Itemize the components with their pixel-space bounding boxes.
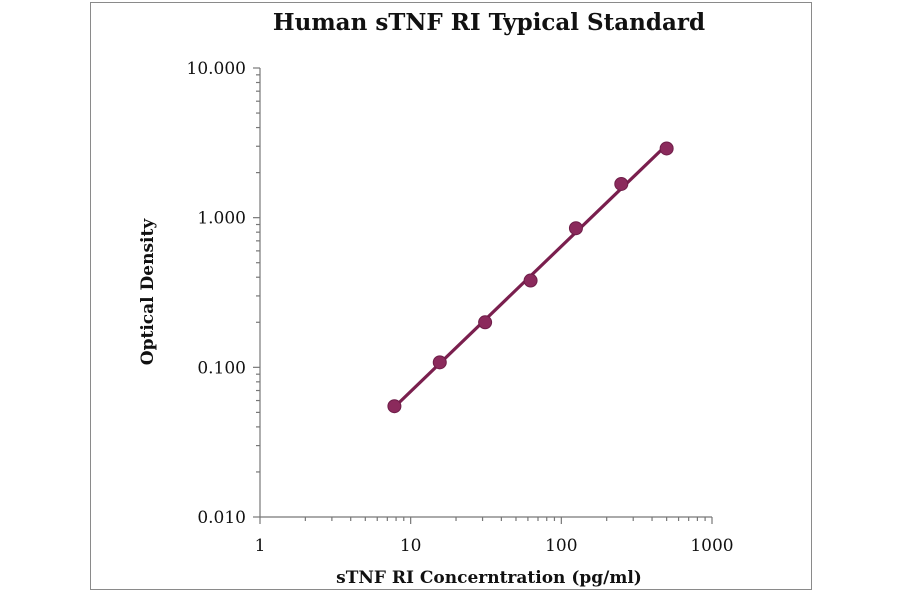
- x-tick-label: 100: [545, 536, 577, 556]
- data-point: [478, 315, 493, 330]
- axes: 0.010 0.100 1.000 10.000 1 10 100 1000: [187, 59, 734, 556]
- y-tick-label: 0.100: [197, 358, 246, 378]
- chart-frame: [90, 2, 812, 590]
- y-axis-label: Optical Density: [138, 218, 158, 366]
- y-tick-label: 10.000: [187, 59, 246, 79]
- data-point: [432, 355, 447, 370]
- data-point: [568, 221, 583, 236]
- data-point: [523, 273, 538, 288]
- y-tick-label: 1.000: [197, 209, 246, 229]
- x-tick-label: 1: [255, 536, 266, 556]
- y-tick-label: 0.010: [197, 508, 246, 528]
- chart-title: Human sTNF RI Typical Standard: [273, 9, 705, 36]
- data-points: [387, 141, 674, 414]
- x-tick-label: 10: [400, 536, 422, 556]
- data-point: [659, 141, 674, 156]
- x-axis-label: sTNF RI Concerntration (pg/ml): [336, 568, 642, 588]
- data-point: [614, 176, 629, 191]
- x-tick-label: 1000: [690, 536, 733, 556]
- data-point: [387, 399, 402, 414]
